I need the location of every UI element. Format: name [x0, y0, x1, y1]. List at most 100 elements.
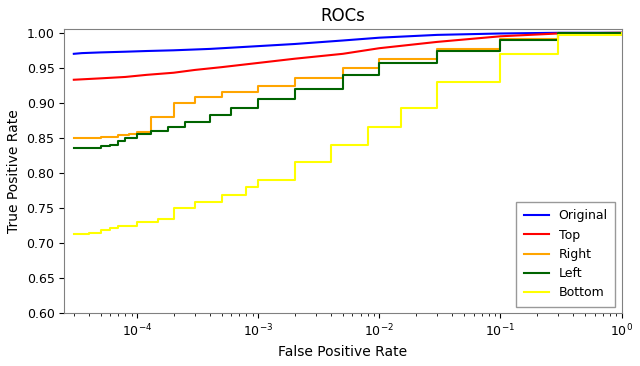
Original	[143, 49, 150, 53]
Left	[206, 120, 214, 124]
Right	[497, 37, 504, 41]
Bottom	[243, 185, 250, 189]
Right	[433, 47, 441, 51]
Bottom	[554, 52, 562, 56]
Bottom	[618, 31, 625, 35]
Bottom	[618, 33, 625, 37]
Bottom	[254, 178, 262, 182]
Bottom	[133, 223, 141, 228]
Original	[433, 33, 441, 37]
Top	[291, 56, 298, 61]
Bottom	[191, 206, 199, 210]
Right	[147, 130, 155, 135]
Left	[106, 144, 114, 149]
Bottom	[327, 143, 335, 147]
Left	[497, 38, 504, 42]
Original	[170, 48, 177, 52]
Bottom	[170, 206, 177, 210]
Bottom	[397, 125, 404, 130]
Right	[218, 90, 226, 94]
Original	[618, 31, 625, 35]
Right	[170, 115, 177, 119]
Left	[122, 136, 129, 140]
Bottom	[97, 230, 104, 235]
Top	[618, 31, 625, 35]
Right	[115, 134, 122, 139]
Top	[170, 71, 177, 75]
Left	[291, 87, 298, 91]
Right	[191, 95, 199, 100]
Bottom	[291, 178, 298, 182]
Left	[122, 139, 129, 143]
Bottom	[243, 193, 250, 198]
Left	[164, 125, 172, 130]
Right	[618, 31, 625, 36]
Left	[376, 61, 383, 65]
Bottom	[85, 230, 93, 235]
Left	[115, 143, 122, 147]
Top	[376, 46, 383, 51]
Left	[554, 31, 562, 36]
Right	[433, 57, 441, 61]
Right	[133, 130, 141, 135]
Bottom	[397, 106, 404, 110]
Original	[291, 42, 298, 46]
Left	[497, 49, 504, 53]
Left	[554, 38, 562, 42]
Left	[618, 31, 625, 35]
Bottom	[70, 232, 77, 236]
Original	[376, 36, 383, 40]
Original	[497, 31, 504, 36]
Right	[554, 31, 562, 36]
Left	[182, 120, 189, 124]
Left	[206, 113, 214, 118]
Bottom	[97, 228, 104, 233]
Right	[147, 115, 155, 119]
Top	[554, 31, 562, 36]
Bottom	[433, 80, 441, 84]
Original	[554, 31, 562, 35]
Left	[70, 146, 77, 151]
Left	[254, 106, 262, 110]
Right	[554, 37, 562, 41]
Top	[433, 40, 441, 44]
Bottom	[155, 216, 163, 221]
Right	[291, 84, 298, 88]
Left	[97, 144, 104, 149]
Line: Left: Left	[74, 33, 621, 149]
Left	[182, 125, 189, 130]
Left	[254, 97, 262, 102]
Right	[133, 131, 141, 136]
Line: Right: Right	[74, 33, 621, 138]
Right	[191, 101, 199, 105]
Right	[125, 131, 132, 136]
Line: Bottom: Bottom	[74, 33, 621, 234]
Bottom	[85, 232, 93, 236]
Bottom	[133, 220, 141, 224]
Original	[243, 45, 250, 49]
Left	[85, 146, 93, 151]
Top	[97, 76, 104, 81]
Left	[228, 106, 236, 110]
Right	[497, 47, 504, 51]
Right	[254, 90, 262, 94]
Bottom	[115, 226, 122, 231]
Bottom	[554, 33, 562, 37]
Right	[339, 66, 347, 70]
Bottom	[170, 216, 177, 221]
Top	[122, 75, 129, 79]
Right	[376, 57, 383, 61]
Top	[218, 65, 226, 69]
Original	[206, 47, 214, 51]
Bottom	[327, 160, 335, 165]
Left	[291, 97, 298, 102]
Original	[97, 50, 104, 55]
Right	[618, 31, 625, 35]
Bottom	[497, 80, 504, 84]
Bottom	[254, 185, 262, 189]
X-axis label: False Positive Rate: False Positive Rate	[278, 345, 408, 359]
Right	[218, 95, 226, 100]
Original	[339, 38, 347, 43]
Bottom	[291, 160, 298, 165]
Left	[115, 139, 122, 143]
